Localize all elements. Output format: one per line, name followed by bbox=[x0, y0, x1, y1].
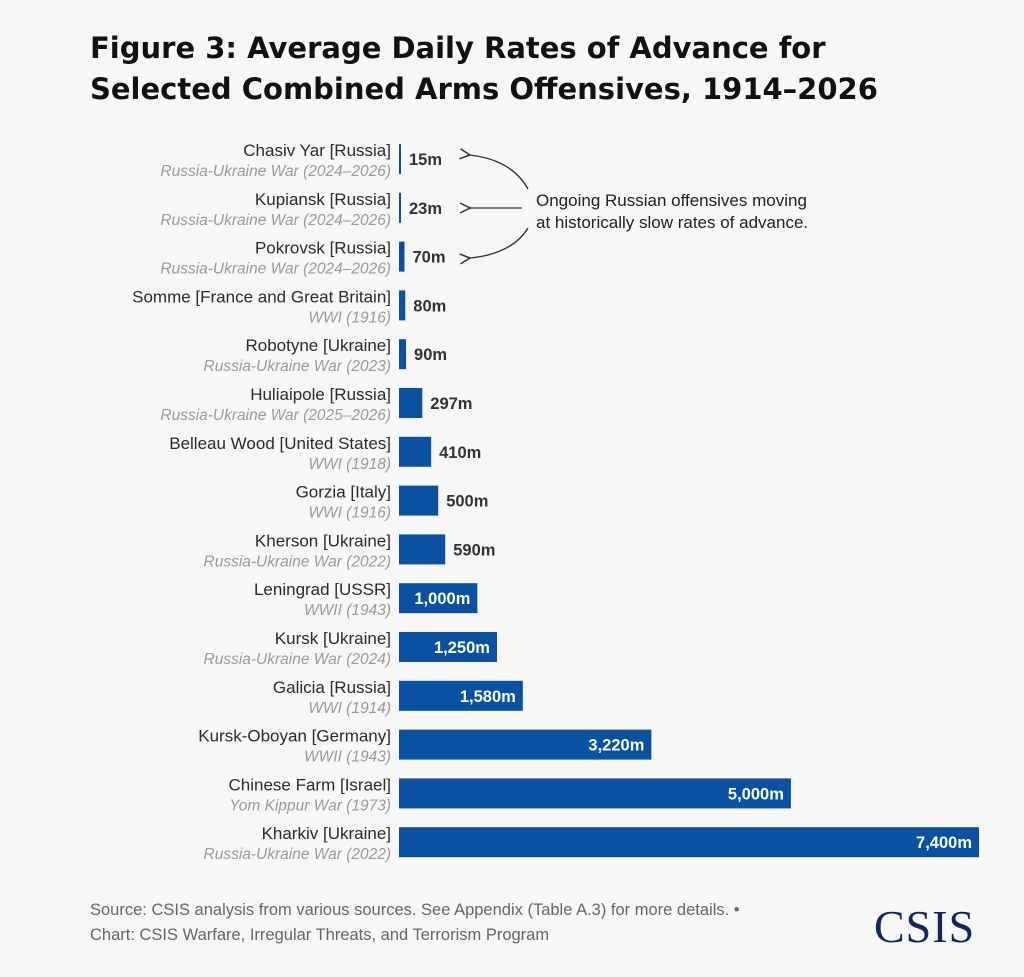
category-sublabel-pokrovsk-russia: Russia-Ukraine War (2024–2026) bbox=[160, 261, 391, 278]
category-label-kherson-ukraine: Kherson [Ukraine] bbox=[255, 531, 391, 550]
bar-chinese-farm-israel bbox=[399, 778, 791, 809]
value-label-kherson-ukraine: 590m bbox=[453, 541, 495, 559]
category-label-leningrad-ussr: Leningrad [USSR] bbox=[254, 580, 391, 599]
bar-kursk-oboyan-germany bbox=[399, 729, 652, 760]
value-label-gorzia-italy: 500m bbox=[446, 493, 488, 511]
bar-kupiansk-russia bbox=[399, 192, 401, 223]
value-label-pokrovsk-russia: 70m bbox=[412, 249, 445, 267]
category-sublabel-kharkiv-ukraine: Russia-Ukraine War (2022) bbox=[204, 846, 392, 863]
annotation: Ongoing Russian offensives moving at his… bbox=[470, 155, 808, 258]
category-label-kursk-oboyan-germany: Kursk-Oboyan [Germany] bbox=[198, 727, 391, 746]
value-label-leningrad-ussr: 1,000m bbox=[414, 590, 470, 608]
bar-leningrad-ussr bbox=[399, 583, 478, 614]
category-sublabel-gorzia-italy: WWI (1916) bbox=[308, 505, 391, 522]
category-sublabel-belleau-wood-united-states: WWI (1918) bbox=[308, 456, 391, 473]
category-label-chasiv-yar-russia: Chasiv Yar [Russia] bbox=[243, 141, 391, 160]
category-label-kupiansk-russia: Kupiansk [Russia] bbox=[255, 190, 391, 209]
source-line-2: Chart: CSIS Warfare, Irregular Threats, … bbox=[90, 926, 550, 944]
category-sublabel-kursk-oboyan-germany: WWII (1943) bbox=[304, 749, 391, 766]
category-sublabel-chasiv-yar-russia: Russia-Ukraine War (2024–2026) bbox=[160, 163, 391, 180]
category-sublabel-galicia-russia: WWI (1914) bbox=[308, 700, 391, 717]
value-label-kursk-oboyan-germany: 3,220m bbox=[588, 737, 644, 755]
value-label-chinese-farm-israel: 5,000m bbox=[728, 785, 784, 803]
category-label-huliaipole-russia: Huliaipole [Russia] bbox=[250, 385, 391, 404]
value-label-kharkiv-ukraine: 7,400m bbox=[916, 834, 972, 852]
annotation-arrow-pokrovsk bbox=[470, 227, 529, 258]
category-label-kharkiv-ukraine: Kharkiv [Ukraine] bbox=[262, 824, 391, 843]
bar-galicia-russia bbox=[399, 680, 523, 711]
category-sublabel-kupiansk-russia: Russia-Ukraine War (2024–2026) bbox=[160, 212, 391, 229]
source-note: Source: CSIS analysis from various sourc… bbox=[90, 898, 740, 948]
annotation-line-2: at historically slow rates of advance. bbox=[536, 213, 808, 232]
category-sublabel-kursk-ukraine: Russia-Ukraine War (2024) bbox=[204, 651, 392, 668]
bar-gorzia-italy bbox=[399, 485, 439, 516]
category-sublabel-leningrad-ussr: WWII (1943) bbox=[304, 602, 391, 619]
category-label-chinese-farm-israel: Chinese Farm [Israel] bbox=[229, 775, 392, 794]
category-label-kursk-ukraine: Kursk [Ukraine] bbox=[275, 629, 391, 648]
value-label-chasiv-yar-russia: 15m bbox=[409, 151, 442, 169]
source-line-1: Source: CSIS analysis from various sourc… bbox=[90, 901, 740, 919]
category-sublabel-robotyne-ukraine: Russia-Ukraine War (2023) bbox=[204, 358, 392, 375]
value-label-galicia-russia: 1,580m bbox=[460, 688, 516, 706]
value-label-robotyne-ukraine: 90m bbox=[414, 346, 447, 364]
value-label-somme-france-and-great-britain: 80m bbox=[413, 297, 446, 315]
bar-kursk-ukraine bbox=[399, 632, 497, 662]
bar-robotyne-ukraine bbox=[399, 339, 407, 370]
bars-layer: Chasiv Yar [Russia] Russia-Ukraine War (2… bbox=[132, 141, 979, 863]
bar-somme-france-and-great-britain bbox=[399, 290, 406, 321]
bar-belleau-wood-united-states bbox=[399, 436, 432, 467]
category-sublabel-somme-france-and-great-britain: WWI (1916) bbox=[308, 309, 391, 326]
bar-chart: Chasiv Yar [Russia] Russia-Ukraine War (2… bbox=[132, 141, 979, 863]
bar-kharkiv-ukraine bbox=[399, 827, 979, 858]
value-label-belleau-wood-united-states: 410m bbox=[439, 444, 481, 462]
category-label-gorzia-italy: Gorzia [Italy] bbox=[296, 483, 391, 502]
bar-kherson-ukraine bbox=[399, 534, 446, 565]
bar-chasiv-yar-russia bbox=[399, 144, 401, 174]
category-sublabel-kherson-ukraine: Russia-Ukraine War (2022) bbox=[204, 553, 392, 570]
category-label-somme-france-and-great-britain: Somme [France and Great Britain] bbox=[132, 287, 391, 306]
value-label-huliaipole-russia: 297m bbox=[430, 395, 472, 413]
chart-title: Figure 3: Average Daily Rates of Advance… bbox=[90, 31, 878, 106]
csis-logo: CSIS bbox=[874, 901, 976, 952]
value-label-kursk-ukraine: 1,250m bbox=[434, 639, 490, 657]
category-label-galicia-russia: Galicia [Russia] bbox=[273, 678, 391, 697]
category-label-pokrovsk-russia: Pokrovsk [Russia] bbox=[255, 239, 391, 258]
value-label-kupiansk-russia: 23m bbox=[409, 200, 442, 218]
bar-pokrovsk-russia bbox=[399, 241, 405, 272]
category-label-robotyne-ukraine: Robotyne [Ukraine] bbox=[245, 336, 391, 355]
category-sublabel-huliaipole-russia: Russia-Ukraine War (2025–2026) bbox=[160, 407, 391, 424]
bar-huliaipole-russia bbox=[399, 388, 423, 418]
annotation-arrow-chasiv-yar bbox=[470, 155, 529, 190]
category-label-belleau-wood-united-states: Belleau Wood [United States] bbox=[169, 434, 391, 453]
category-sublabel-chinese-farm-israel: Yom Kippur War (1973) bbox=[229, 797, 391, 814]
annotation-line-1: Ongoing Russian offensives moving bbox=[536, 191, 807, 210]
